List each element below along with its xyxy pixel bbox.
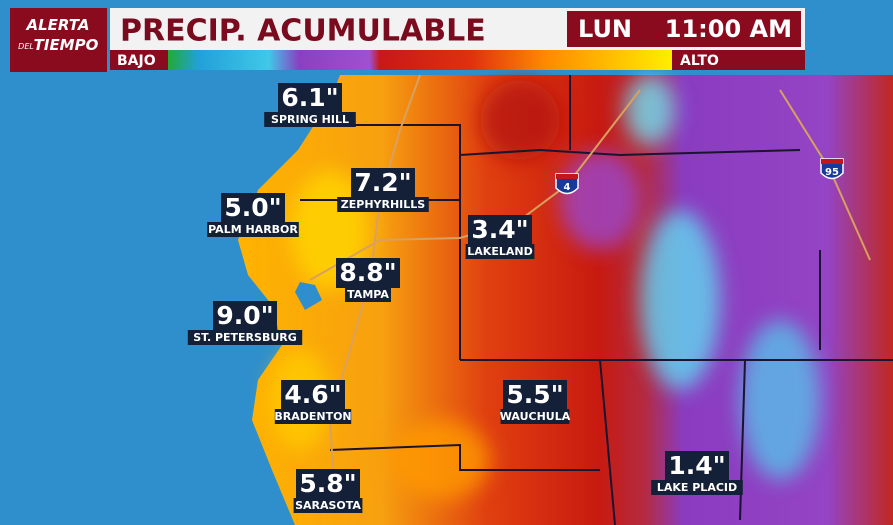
amount-box [221,193,285,223]
tampa-bay [295,282,322,310]
amount-box [336,258,400,288]
header: ALERTA DEL TIEMPO PRECIP. ACUMULABLE LUN… [10,8,805,72]
amount-box [281,380,345,410]
amount-box [468,215,532,245]
amount: 1.4" [668,451,725,480]
city-labels: 6.1"SPRING HILL 7.2"ZEPHYRHILLS 5.0"PALM H… [187,83,844,513]
name-box [264,112,356,127]
name-box [651,480,743,495]
legend-low: BAJO [117,53,156,69]
name-box [293,498,363,513]
day: LUN [578,15,632,43]
amount: 5.8" [299,469,356,498]
city-name: WAUCHULA [500,410,571,423]
county-lines [300,75,893,525]
city-name: ST. PETERSBURG [193,331,297,344]
city-name: SARASOTA [295,499,361,512]
amount-box [351,168,415,198]
amount-box [665,451,729,481]
city-name: TAMPA [347,288,389,301]
name-box [207,222,299,237]
amount: 8.8" [339,258,396,287]
highway-number: 4 [564,182,571,193]
name-box [187,330,303,345]
amount: 4.6" [284,380,341,409]
city-name: ZEPHYRHILLS [341,198,426,211]
city-name: PALM HARBOR [208,223,298,236]
amount-box [278,83,342,113]
logo-box [10,8,107,72]
time-box [567,11,801,47]
logo-text: TIEMPO [34,36,99,54]
name-box [274,409,352,424]
legend-scale [168,50,672,70]
legend-high: ALTO [680,53,719,69]
amount: 3.4" [471,215,528,244]
amount: 5.0" [224,193,281,222]
amount-box [503,380,567,410]
city-name: LAKELAND [467,245,532,258]
name-box [465,244,535,259]
amount: 9.0" [216,301,273,330]
title: PRECIP. ACUMULABLE [120,14,486,49]
amount-box [296,469,360,499]
amount: 7.2" [354,168,411,197]
logo-text: DEL [18,42,34,51]
time: 11:00 AM [665,15,792,43]
city-name: SPRING HILL [271,113,349,126]
city-name: LAKE PLACID [657,481,737,494]
legend-low-box [110,50,168,70]
amount: 5.5" [506,380,563,409]
highway-number: 95 [825,167,839,178]
city-name: BRADENTON [274,410,351,423]
shield-top [556,174,578,179]
logo-text: ALERTA [26,16,90,34]
name-box [345,287,391,302]
legend-high-box [672,50,805,70]
amount-box [213,301,277,331]
amount: 6.1" [281,83,338,112]
name-box [337,197,429,212]
shield-top [821,159,843,164]
name-box [500,409,570,424]
